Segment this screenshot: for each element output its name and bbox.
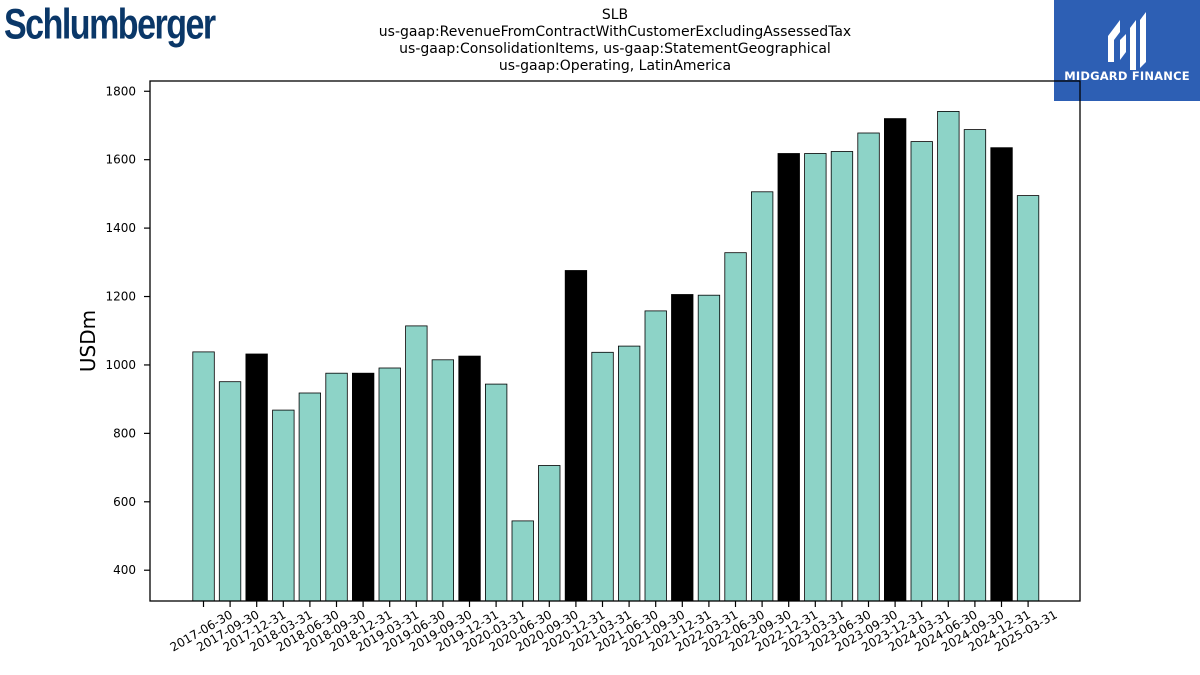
- title-line-2: us-gaap:RevenueFromContractWithCustomerE…: [378, 24, 852, 40]
- bar-2018-12-31: [351, 372, 375, 602]
- bar-2018-06-30: [298, 392, 322, 602]
- bar-2020-03-31: [484, 383, 508, 602]
- bar-2017-12-31: [245, 353, 268, 602]
- bar-2023-03-31: [804, 153, 827, 602]
- bar-2019-06-30: [405, 325, 428, 602]
- bar-2022-06-30: [724, 252, 747, 602]
- bar-2019-12-31: [458, 355, 481, 602]
- bar-2022-03-31: [697, 294, 721, 602]
- y-tick-label-1000: 1000: [105, 358, 136, 372]
- bar-2020-12-31: [564, 270, 588, 602]
- bar-2021-03-31: [591, 351, 614, 602]
- bar-2017-06-30: [192, 351, 215, 602]
- bar-2020-09-30: [538, 465, 561, 602]
- bar-2018-03-31: [272, 409, 295, 602]
- bar-2023-06-30: [830, 151, 854, 602]
- logo-text: Schlumberger: [4, 1, 216, 49]
- bar-2021-12-31: [671, 294, 694, 602]
- bar-2025-03-31: [1016, 195, 1040, 602]
- bar-2022-09-30: [751, 191, 774, 602]
- bar-2018-09-30: [325, 372, 348, 602]
- bar-2024-06-30: [937, 111, 960, 602]
- partner-name: MIDGARD FINANCE: [1064, 69, 1190, 83]
- bar-2019-03-31: [378, 367, 401, 602]
- title-line-4: us-gaap:Operating, LatinAmerica: [498, 58, 732, 74]
- bar-2022-12-31: [777, 153, 800, 602]
- midgard-logo-icon: [1108, 12, 1146, 70]
- chart-title: SLB us-gaap:RevenueFromContractWithCusto…: [315, 7, 915, 75]
- bar-2024-03-31: [910, 141, 933, 602]
- bar-2019-09-30: [431, 359, 455, 602]
- bar-2023-09-30: [857, 132, 880, 602]
- bar-2020-06-30: [511, 520, 534, 602]
- bar-2023-12-31: [884, 118, 907, 602]
- title-line-1: SLB: [601, 7, 629, 23]
- midgard-finance-logo: MIDGARD FINANCE: [1054, 0, 1200, 101]
- y-tick-label-400: 400: [113, 563, 136, 577]
- y-tick-label-800: 800: [113, 426, 136, 440]
- y-tick-label-600: 600: [113, 495, 136, 509]
- bar-2017-09-30: [218, 381, 242, 602]
- y-tick-label-1400: 1400: [105, 221, 136, 235]
- y-tick-label-1200: 1200: [105, 290, 136, 304]
- bar-2021-09-30: [644, 310, 667, 602]
- title-line-3: us-gaap:ConsolidationItems, us-gaap:Stat…: [399, 41, 831, 57]
- y-tick-label-1600: 1600: [105, 153, 136, 167]
- plot-frame: [149, 80, 1081, 602]
- bar-2024-12-31: [990, 147, 1013, 602]
- y-axis-label: USDm: [76, 310, 100, 372]
- y-tick-label-1800: 1800: [105, 84, 136, 98]
- bar-2021-06-30: [618, 345, 641, 602]
- schlumberger-logo: Schlumberger: [4, 0, 216, 49]
- bar-2024-09-30: [963, 129, 987, 602]
